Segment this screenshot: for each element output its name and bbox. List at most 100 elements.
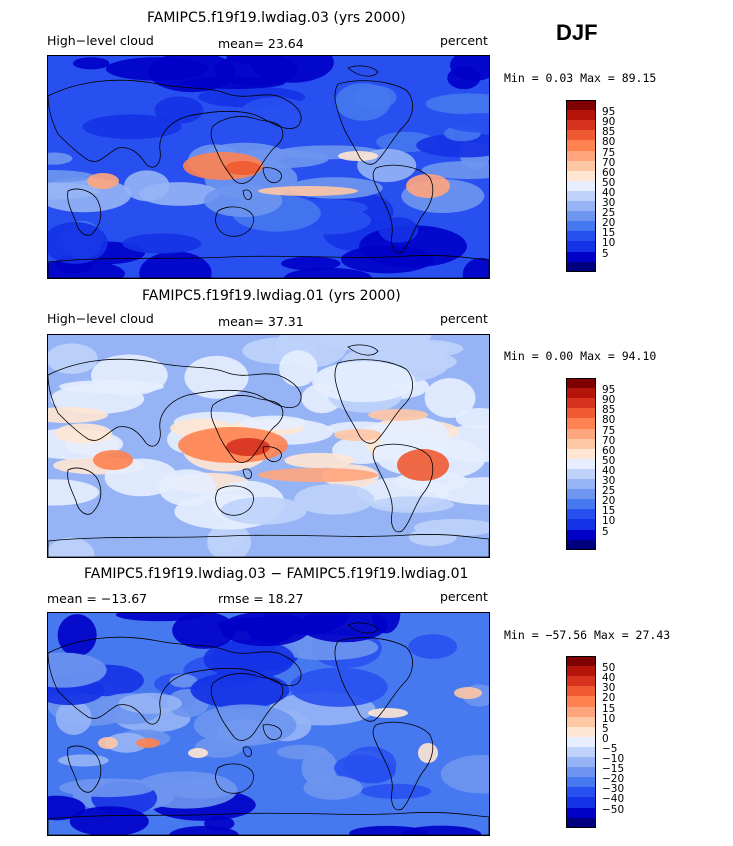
contour-blob — [98, 737, 118, 749]
colorbar-tick-label: 20 — [602, 692, 616, 705]
coastline — [242, 746, 252, 758]
colorbar-tick-label: 85 — [602, 404, 616, 417]
colorbar-swatch — [566, 120, 596, 131]
contour-blob — [424, 378, 476, 418]
contour-blob — [190, 671, 290, 709]
contour-blob — [69, 806, 149, 835]
panel3-map — [47, 612, 490, 836]
colorbar-tick-label: 10 — [602, 515, 616, 528]
colorbar-swatch — [566, 706, 596, 718]
season-label: DJF — [556, 20, 598, 45]
contour-blob — [348, 758, 396, 784]
colorbar-swatch — [566, 489, 596, 500]
contour-blob — [454, 687, 482, 699]
contour-blob — [276, 744, 328, 760]
panel1-mean-label: mean= 23.64 — [218, 36, 304, 51]
colorbar-tick-label: 20 — [602, 217, 616, 230]
coastline — [210, 116, 284, 184]
colorbar-swatch — [566, 757, 596, 768]
colorbar-swatch — [566, 100, 596, 111]
contour-blob — [93, 450, 133, 470]
coastline — [48, 358, 302, 447]
panel2-map — [47, 334, 490, 558]
contour-blob — [418, 743, 438, 763]
colorbar-swatch — [566, 180, 596, 192]
colorbar-swatch — [566, 160, 596, 172]
coastline — [67, 188, 102, 236]
contour-blob — [48, 169, 95, 183]
contour-field — [48, 335, 489, 557]
colorbar-tick-label: 10 — [602, 712, 616, 725]
panel1-colorbar: 95 90 85 80 75 70 60 50 40 30 25 20 15 10 5 — [566, 100, 636, 273]
contour-blob — [320, 335, 426, 352]
colorbar-tick-label: 50 — [602, 454, 616, 467]
colorbar-tick-label: 80 — [602, 414, 616, 427]
contour-blob — [154, 96, 204, 124]
colorbar-swatch — [566, 767, 596, 778]
colorbar-swatch — [566, 499, 596, 510]
contour-blob — [378, 217, 419, 243]
colorbar-swatch — [566, 251, 596, 263]
contour-blob — [334, 429, 382, 441]
panel3-title: FAMIPC5.f19f19.lwdiag.03 − FAMIPC5.f19f1… — [84, 566, 469, 582]
colorbar-swatch — [566, 817, 596, 829]
contour-blob — [408, 634, 458, 659]
colorbar-tick-label: 70 — [602, 156, 616, 169]
colorbar-tick-label: 15 — [602, 702, 616, 715]
contour-blob — [105, 57, 209, 81]
colorbar-tick-label: 60 — [602, 166, 616, 179]
colorbar-swatch — [566, 726, 596, 738]
colorbar-swatch — [566, 676, 596, 687]
contour-blob — [207, 524, 245, 553]
contour-blob — [87, 173, 119, 189]
contour-blob — [349, 825, 428, 835]
coastline — [334, 637, 413, 722]
contour-blob — [406, 174, 450, 198]
contour-blob — [122, 233, 202, 254]
panel3-colorbar: 50 40 30 20 15 10 5 0 −5 −10 −15 −20 −30 −40 −50 — [566, 656, 636, 829]
panel1-units-label: percent — [440, 33, 488, 48]
contour-blob — [371, 613, 401, 634]
contour-blob — [368, 708, 408, 718]
colorbar-tick-label: 50 — [602, 176, 616, 189]
contour-blob — [294, 483, 375, 515]
coastline — [262, 167, 282, 184]
contour-blob — [48, 343, 98, 374]
contour-blob — [370, 496, 455, 513]
colorbar-swatch — [566, 468, 596, 480]
colorbar-tick-label: −10 — [602, 753, 625, 765]
colorbar-swatch — [566, 797, 596, 808]
colorbar-tick-label: 30 — [602, 682, 616, 695]
contour-blob — [188, 748, 208, 758]
contour-blob — [281, 256, 341, 271]
colorbar-swatch — [566, 438, 596, 450]
panel1-minmax: Min = 0.03 Max = 89.15 — [504, 71, 657, 85]
colorbar-swatch — [566, 529, 596, 541]
contour-blob — [444, 113, 489, 133]
coastline — [48, 812, 489, 835]
colorbar-tick-label: −20 — [602, 773, 625, 786]
contour-blob — [57, 614, 97, 657]
contour-blob — [136, 738, 160, 748]
contour-blob — [289, 667, 388, 707]
contour-blob — [238, 97, 313, 132]
contour-blob — [220, 496, 307, 525]
contour-blob — [361, 783, 432, 799]
colorbar-tick-label: −15 — [602, 763, 625, 776]
contour-blob — [240, 415, 308, 430]
contour-blob — [258, 186, 358, 196]
colorbar-swatch — [566, 150, 596, 162]
colorbar-tick-label: 85 — [602, 126, 616, 139]
colorbar-tick-label: 80 — [602, 136, 616, 149]
colorbar-swatch — [566, 696, 596, 707]
contour-blob — [118, 692, 183, 714]
colorbar-swatch — [566, 428, 596, 440]
contour-blob — [340, 245, 434, 274]
contour-field — [48, 613, 489, 835]
contour-blob — [226, 438, 270, 456]
colorbar-swatch — [566, 418, 596, 429]
contour-blob — [184, 355, 249, 399]
colorbar-tick-label: 25 — [602, 485, 616, 498]
colorbar-swatch — [566, 656, 596, 667]
colorbar-swatch — [566, 388, 596, 399]
